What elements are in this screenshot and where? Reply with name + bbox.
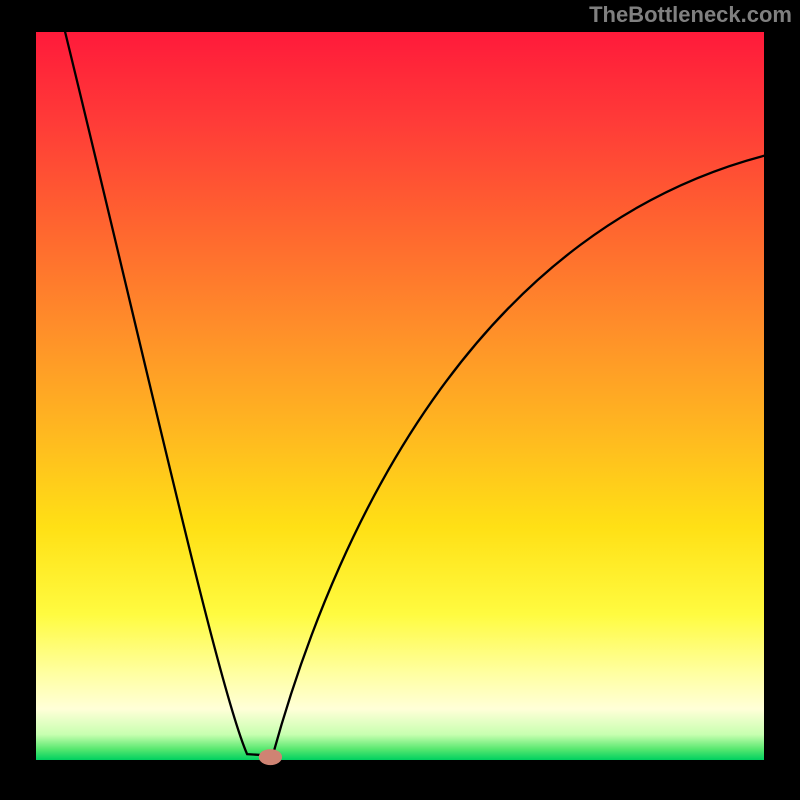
bottleneck-chart bbox=[0, 0, 800, 800]
plot-background bbox=[36, 32, 764, 760]
optimal-point-marker bbox=[259, 749, 282, 765]
watermark-text: TheBottleneck.com bbox=[589, 2, 792, 28]
chart-container: TheBottleneck.com bbox=[0, 0, 800, 800]
